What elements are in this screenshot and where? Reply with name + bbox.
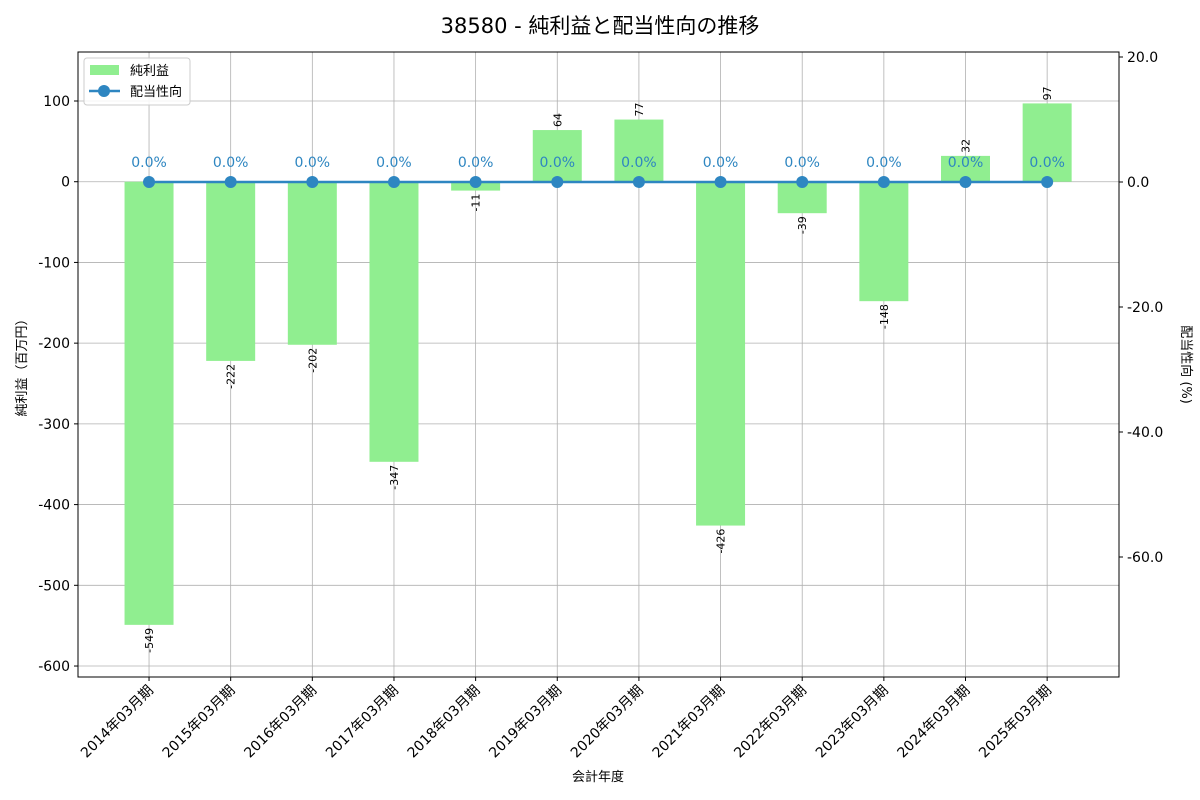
x-tick-label: 2017年03月期 (323, 683, 402, 762)
y2-tick-label: 0.0 (1127, 175, 1149, 191)
x-tick-label: 2020年03月期 (568, 683, 647, 762)
y2-tick-label: 20.0 (1127, 50, 1158, 66)
line-value-label: 0.0% (621, 155, 657, 171)
x-tick-label: 2016年03月期 (241, 683, 320, 762)
x-tick-label: 2021年03月期 (650, 683, 729, 762)
line-value-label: 0.0% (295, 155, 331, 171)
x-tick-label: 2018年03月期 (405, 683, 484, 762)
bar-value-label: -347 (388, 465, 401, 490)
line-point (224, 176, 237, 188)
line-value-label: 0.0% (131, 155, 167, 171)
y2-tick-label: -60.0 (1127, 550, 1163, 566)
chart-title: 38580 - 純利益と配当性向の推移 (441, 14, 760, 38)
bar-value-label: -222 (225, 364, 238, 389)
line-point (1041, 176, 1054, 188)
y-axis-label: 純利益（百万円） (15, 312, 30, 416)
x-axis-label: 会計年度 (572, 769, 624, 785)
bar (287, 181, 337, 345)
plot-frame (77, 51, 1120, 678)
line-point (632, 176, 645, 188)
x-tick-label: 2014年03月期 (78, 683, 157, 762)
bar (1022, 103, 1072, 182)
line-point (796, 176, 809, 188)
y-tick-label: 0 (61, 175, 70, 191)
line-value-label: 0.0% (1029, 155, 1065, 171)
bar-value-label: -202 (306, 348, 319, 373)
x-tick-label: 2019年03月期 (486, 683, 565, 762)
line-point (959, 176, 972, 188)
bar-value-label: 97 (1041, 86, 1054, 100)
x-tick-label: 2024年03月期 (895, 683, 974, 762)
y2-tick-label: -40.0 (1127, 425, 1163, 441)
bar-value-label: -426 (715, 529, 728, 554)
y-tick-label: -500 (38, 578, 70, 594)
x-tick-label: 2023年03月期 (813, 683, 892, 762)
line-point (551, 176, 564, 188)
legend-label-payout-ratio: 配当性向 (130, 84, 182, 100)
y2-tick-label: -20.0 (1127, 300, 1163, 316)
bar-value-label: -11 (470, 194, 483, 212)
bar-value-label: -549 (143, 628, 156, 653)
line-value-label: 0.0% (376, 155, 412, 171)
legend-bar-swatch (90, 65, 119, 75)
legend-line-marker (98, 85, 110, 97)
bar (532, 130, 582, 182)
bar (124, 181, 174, 625)
bar (859, 181, 909, 302)
bar-value-label: 64 (551, 113, 564, 127)
legend-label-net-income: 純利益 (130, 64, 169, 79)
line-point (877, 176, 890, 188)
bar (696, 181, 746, 526)
bar (206, 181, 256, 361)
y-tick-label: -200 (38, 336, 70, 352)
line-value-label: 0.0% (213, 155, 249, 171)
line-value-label: 0.0% (784, 155, 820, 171)
bar-value-label: -148 (878, 304, 891, 329)
bar-value-label: -39 (796, 216, 809, 234)
line-point (306, 176, 319, 188)
bar-value-label: 77 (633, 103, 646, 117)
x-tick-label: 2015年03月期 (160, 683, 239, 762)
y-tick-label: -600 (38, 659, 70, 675)
y-tick-label: -400 (38, 498, 70, 514)
y-tick-label: 100 (43, 94, 70, 110)
line-value-label: 0.0% (866, 155, 902, 171)
line-point (714, 176, 727, 188)
line-value-label: 0.0% (703, 155, 739, 171)
line-value-label: 0.0% (458, 155, 494, 171)
line-value-label: 0.0% (539, 155, 575, 171)
y-tick-label: -300 (38, 417, 70, 433)
x-tick-label: 2022年03月期 (731, 683, 810, 762)
bar (369, 181, 419, 462)
x-tick-label: 2025年03月期 (976, 683, 1055, 762)
y-tick-label: -100 (38, 255, 70, 271)
line-point (143, 176, 156, 188)
bar (614, 119, 664, 182)
y2-axis-label: 配当性向 (%) (1178, 325, 1194, 404)
bar-value-label: 32 (960, 139, 973, 153)
line-point (387, 176, 400, 188)
line-point (469, 176, 482, 188)
line-value-label: 0.0% (948, 155, 984, 171)
